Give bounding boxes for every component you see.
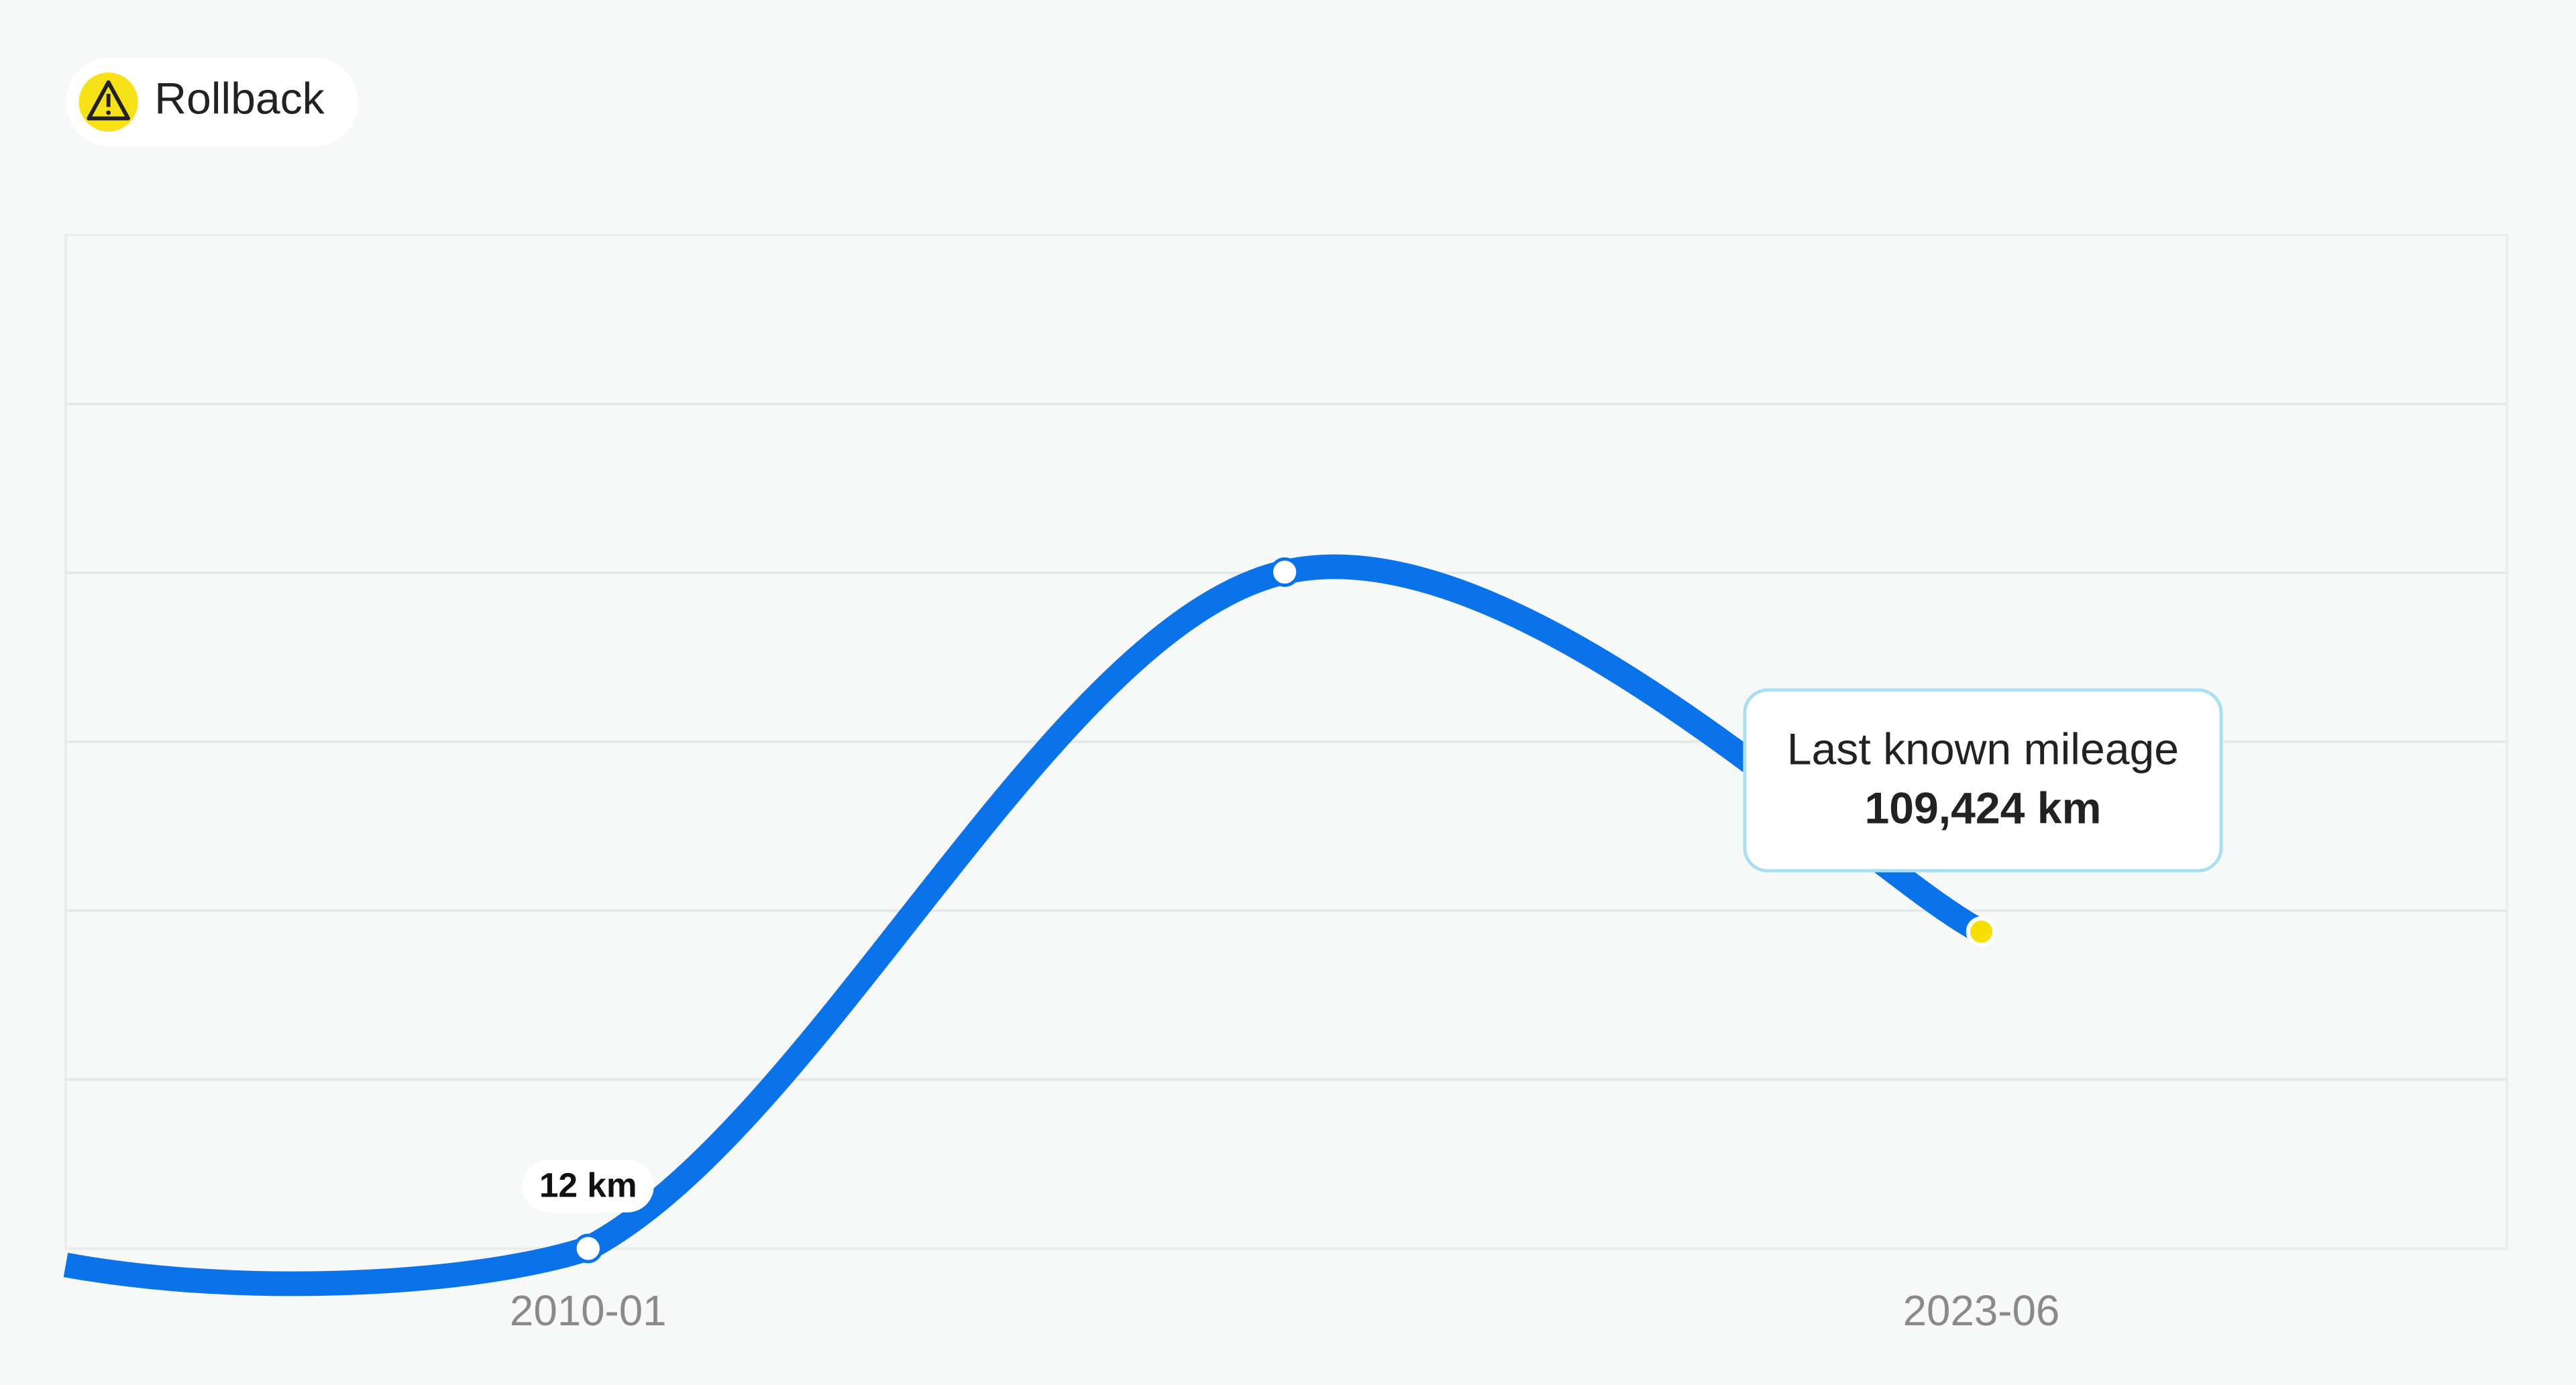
badge-pill <box>65 57 358 147</box>
x-tick-label: 2023-06 <box>1903 1287 2060 1335</box>
tooltip-title: Last known mileage <box>1787 724 2179 774</box>
badge-text: Rollback <box>154 74 325 124</box>
value-label-pill <box>522 1160 654 1213</box>
x-tick-label: 2010-01 <box>510 1287 667 1335</box>
data-point <box>1270 557 1300 588</box>
warning-dot <box>106 110 111 115</box>
line-lead-in <box>63 1236 592 1296</box>
data-point <box>1966 916 1997 947</box>
warning-triangle <box>87 80 130 121</box>
tooltip-box <box>1743 688 2223 873</box>
value-label: 12 km <box>539 1165 637 1204</box>
rollback-badge: Rollback <box>65 57 358 147</box>
tooltip-value: 109,424 km <box>1864 784 2101 834</box>
tooltip: Last known mileage 109,424 km <box>1743 688 2223 873</box>
data-point <box>573 1233 603 1264</box>
